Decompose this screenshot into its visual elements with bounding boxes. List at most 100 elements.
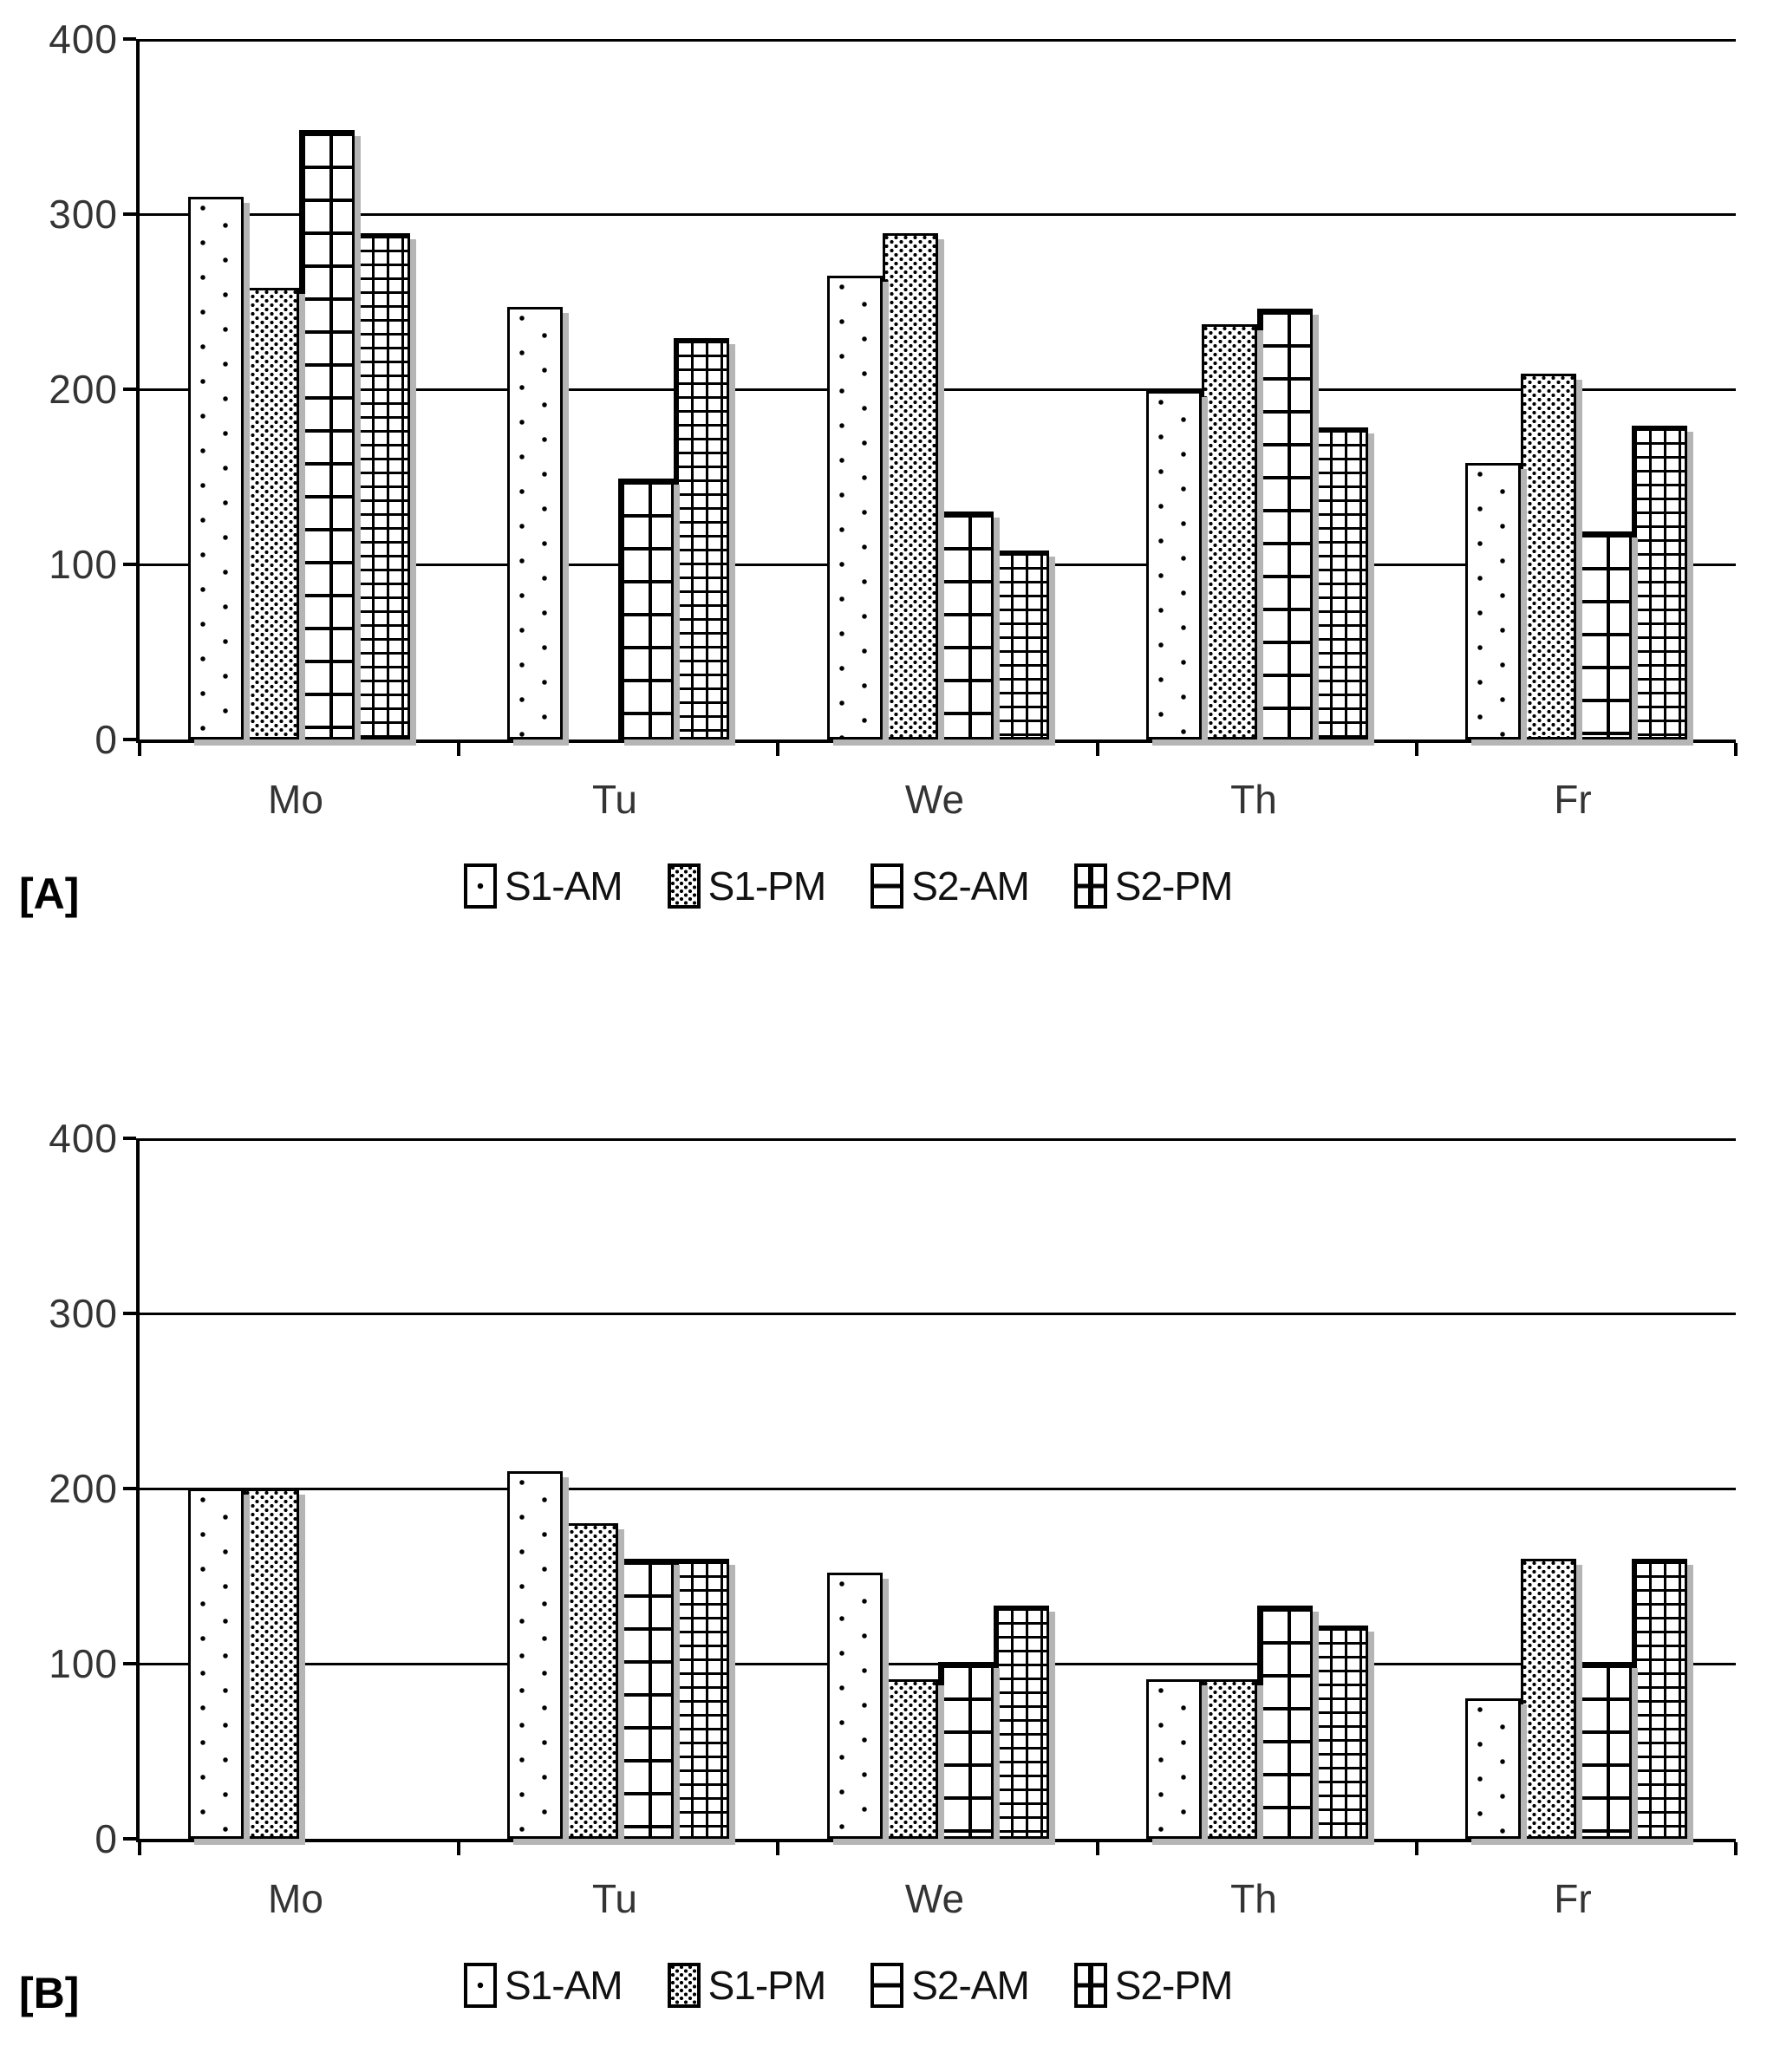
y-axis-tick: [123, 1312, 136, 1315]
x-axis-tick: [138, 1842, 141, 1855]
x-category-label-th: Th: [1230, 1876, 1277, 1921]
bar-s2-pm-mo: [355, 233, 410, 740]
x-axis-tick: [457, 743, 460, 756]
panel-label-b: [B]: [19, 1969, 80, 2017]
x-axis-tick: [1734, 743, 1738, 756]
bar-s2-am-we: [938, 511, 994, 740]
gridline-y200: [140, 1488, 1736, 1490]
legend-entry-s1-pm: S1-PM: [667, 1962, 827, 2009]
chart-panel-a: 0 100 200 300 400 Mo Tu We Th Fr [A] S1-AM S1-PM S2-A…: [0, 0, 1767, 1032]
bar-s2-pm-fr: [1632, 1559, 1687, 1839]
bar-s1-am-fr: [1465, 1698, 1521, 1839]
bar-s2-am-th: [1257, 1606, 1313, 1839]
y-tick-label: 200: [49, 1466, 118, 1511]
x-axis-tick: [1096, 1842, 1099, 1855]
legend-entry-s2-pm: S2-PM: [1073, 863, 1234, 909]
bar-s2-am-tu: [618, 479, 674, 740]
legend-b: S1-AM S1-PM S2-AM S2-PM: [464, 1962, 1234, 2009]
bar-s2-am-tu: [618, 1559, 674, 1839]
y-tick-label: 100: [49, 1641, 118, 1686]
y-axis-tick: [123, 212, 136, 216]
legend-entry-s2-pm: S2-PM: [1073, 1962, 1234, 2009]
y-tick-label: 300: [49, 1291, 118, 1336]
bar-s1-pm-mo: [244, 1489, 299, 1839]
y-axis-tick: [123, 388, 136, 391]
x-category-label-tu: Tu: [592, 1876, 637, 1921]
bar-s1-am-mo: [188, 197, 244, 740]
y-tick-label: 0: [95, 1816, 118, 1861]
y-tick-label: 200: [49, 367, 118, 412]
legend-entry-s1-pm: S1-PM: [667, 863, 827, 909]
x-category-label-mo: Mo: [268, 1876, 323, 1921]
bar-s1-pm-we: [883, 233, 938, 740]
bar-s2-am-fr: [1576, 531, 1632, 740]
bar-s2-pm-we: [994, 1606, 1049, 1839]
x-axis-tick: [457, 1842, 460, 1855]
legend-swatch-grid-fine-icon: [1073, 863, 1107, 909]
legend-swatch-dot-sparse-icon: [464, 863, 497, 909]
y-axis-tick: [123, 1837, 136, 1841]
legend-swatch-dot-sparse-icon: [464, 1963, 497, 2008]
bar-s1-am-th: [1146, 391, 1202, 740]
legend-swatch-grid-fine-icon: [1073, 1963, 1107, 2008]
y-tick-label: 0: [95, 717, 118, 762]
gridline-y400: [140, 1138, 1736, 1141]
legend-entry-s2-am: S2-AM: [870, 1962, 1030, 2009]
legend-swatch-dot-dense-icon: [667, 863, 701, 909]
y-axis-tick: [123, 1487, 136, 1490]
bar-s2-am-fr: [1576, 1662, 1632, 1839]
bar-s1-pm-th: [1202, 1679, 1257, 1839]
x-category-label-fr: Fr: [1554, 1876, 1592, 1921]
x-axis-tick: [138, 743, 141, 756]
gridline-y100: [140, 1663, 1736, 1665]
bar-s1-am-we: [827, 1573, 883, 1839]
x-category-label-we: We: [904, 1876, 965, 1921]
bar-s2-pm-tu: [674, 338, 729, 740]
legend-label: S2-PM: [1114, 863, 1234, 909]
bar-s1-pm-mo: [244, 288, 299, 740]
bar-s2-pm-tu: [674, 1559, 729, 1839]
legend-swatch-grid-large-icon: [870, 1963, 904, 2008]
bar-s2-pm-we: [994, 551, 1049, 740]
x-axis-tick: [1415, 743, 1418, 756]
y-axis-tick: [123, 563, 136, 566]
y-axis-tick: [123, 1137, 136, 1140]
legend-swatch-dot-dense-icon: [667, 1963, 701, 2008]
y-axis-tick: [123, 738, 136, 741]
legend-label: S1-PM: [707, 1963, 827, 2008]
legend-label: S1-AM: [505, 863, 623, 909]
bar-s1-pm-we: [883, 1679, 938, 1839]
gridline-y400: [140, 39, 1736, 42]
gridline-y300: [140, 213, 1736, 216]
bar-s1-am-th: [1146, 1679, 1202, 1839]
legend-entry-s2-am: S2-AM: [870, 863, 1030, 909]
x-axis-tick: [1734, 1842, 1738, 1855]
plot-area-b: [123, 1137, 1738, 1855]
legend-label: S1-PM: [707, 863, 827, 909]
y-axis-tick: [123, 37, 136, 41]
bar-s1-am-tu: [507, 307, 563, 740]
panel-label-a: [A]: [19, 870, 80, 918]
bar-s1-am-mo: [188, 1489, 244, 1839]
bar-s1-am-fr: [1465, 463, 1521, 740]
y-tick-label: 100: [49, 542, 118, 587]
bar-s2-am-mo: [299, 130, 355, 740]
bar-s2-pm-th: [1313, 1626, 1368, 1839]
x-axis-tick: [1415, 1842, 1418, 1855]
bar-s1-pm-fr: [1521, 1559, 1576, 1839]
bar-s2-pm-fr: [1632, 426, 1687, 740]
legend-a: S1-AM S1-PM S2-AM S2-PM: [464, 863, 1234, 909]
bar-s1-pm-fr: [1521, 374, 1576, 740]
legend-label: S2-PM: [1114, 1963, 1234, 2008]
bar-s1-am-tu: [507, 1471, 563, 1839]
gridline-y300: [140, 1313, 1736, 1315]
x-category-label-th: Th: [1230, 777, 1277, 822]
bar-s2-am-th: [1257, 309, 1313, 740]
y-tick-label: 300: [49, 192, 118, 237]
bar-s1-am-we: [827, 276, 883, 740]
legend-label: S2-AM: [911, 1963, 1030, 2008]
legend-entry-s1-am: S1-AM: [464, 1962, 623, 2009]
y-tick-label: 400: [49, 1116, 118, 1161]
bar-s1-pm-th: [1202, 324, 1257, 740]
plot-area-a: [123, 37, 1738, 756]
